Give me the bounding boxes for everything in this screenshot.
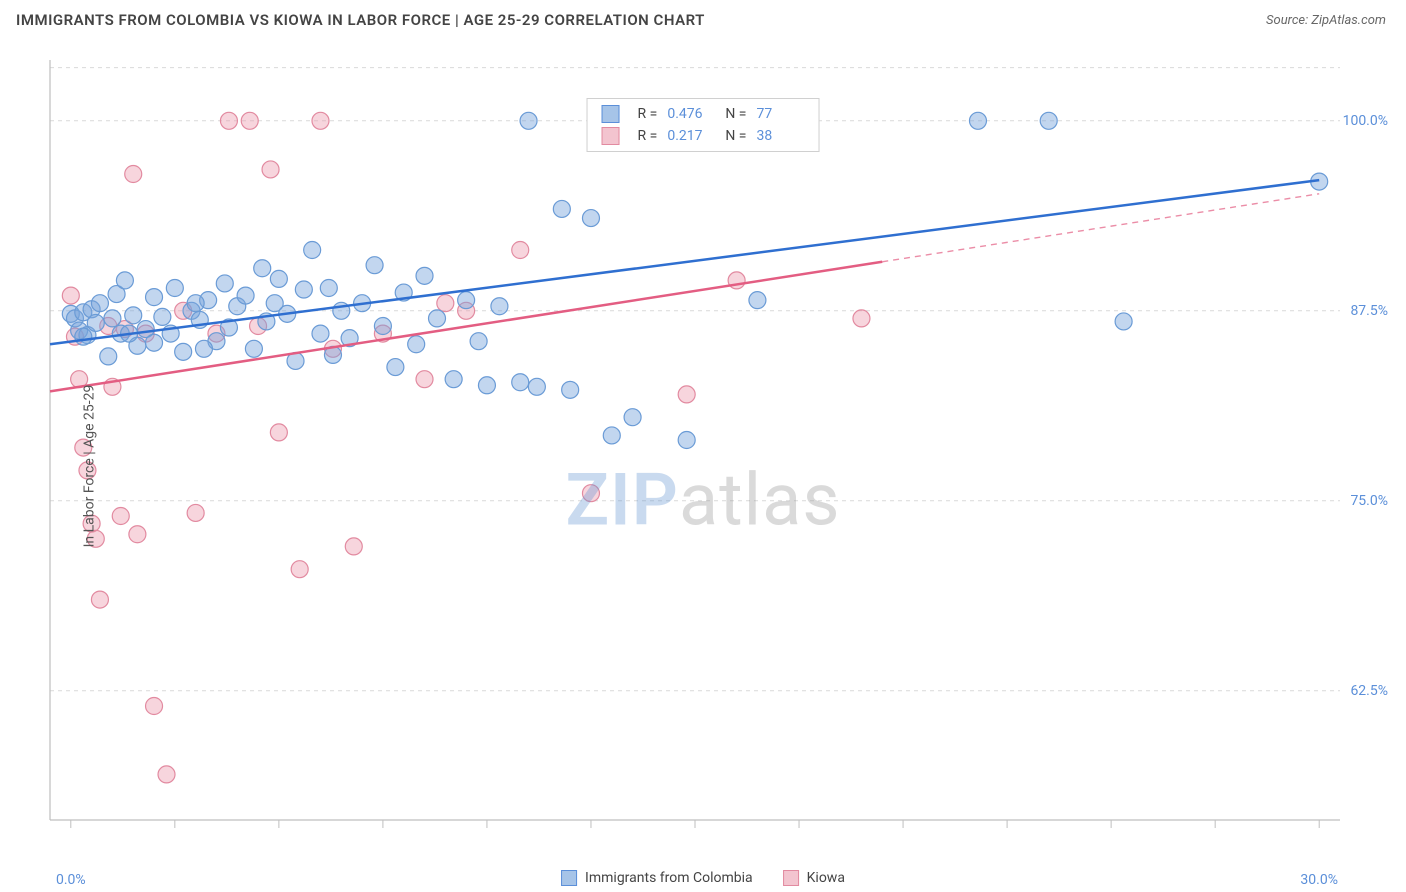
y-tick-label: 75.0% xyxy=(1350,493,1388,509)
scatter-chart-svg xyxy=(0,40,1406,892)
n-label: N = xyxy=(725,106,746,122)
y-axis-label: In Labor Force | Age 25-29 xyxy=(81,385,97,548)
r-label: R = xyxy=(638,106,658,122)
legend-item: Kiowa xyxy=(783,870,845,886)
r-label: R = xyxy=(638,128,658,144)
r-value: 0.476 xyxy=(667,106,715,122)
n-value: 38 xyxy=(756,128,804,144)
chart-header: IMMIGRANTS FROM COLOMBIA VS KIOWA IN LAB… xyxy=(0,0,1406,40)
correlation-legend: R = 0.476 N = 77 R = 0.217 N = 38 xyxy=(587,98,820,152)
n-label: N = xyxy=(725,128,746,144)
y-tick-label: 62.5% xyxy=(1350,683,1388,699)
series-legend: Immigrants from Colombia Kiowa xyxy=(561,870,845,886)
n-value: 77 xyxy=(756,106,804,122)
r-value: 0.217 xyxy=(667,128,715,144)
correlation-legend-row: R = 0.476 N = 77 xyxy=(588,103,819,125)
legend-item: Immigrants from Colombia xyxy=(561,870,753,886)
legend-swatch xyxy=(602,127,620,145)
correlation-legend-row: R = 0.217 N = 38 xyxy=(588,125,819,147)
x-tick-label: 0.0% xyxy=(56,872,86,888)
x-tick-label: 30.0% xyxy=(1300,872,1338,888)
y-tick-label: 87.5% xyxy=(1350,303,1388,319)
legend-label: Immigrants from Colombia xyxy=(585,870,753,886)
plot-area: ZIPatlas In Labor Force | Age 25-29 62.5… xyxy=(0,40,1406,892)
legend-swatch xyxy=(602,105,620,123)
y-tick-label: 100.0% xyxy=(1343,113,1388,129)
legend-label: Kiowa xyxy=(807,870,845,886)
chart-title: IMMIGRANTS FROM COLOMBIA VS KIOWA IN LAB… xyxy=(16,11,705,29)
legend-swatch xyxy=(561,870,577,886)
source-attribution: Source: ZipAtlas.com xyxy=(1266,13,1386,28)
legend-swatch xyxy=(783,870,799,886)
